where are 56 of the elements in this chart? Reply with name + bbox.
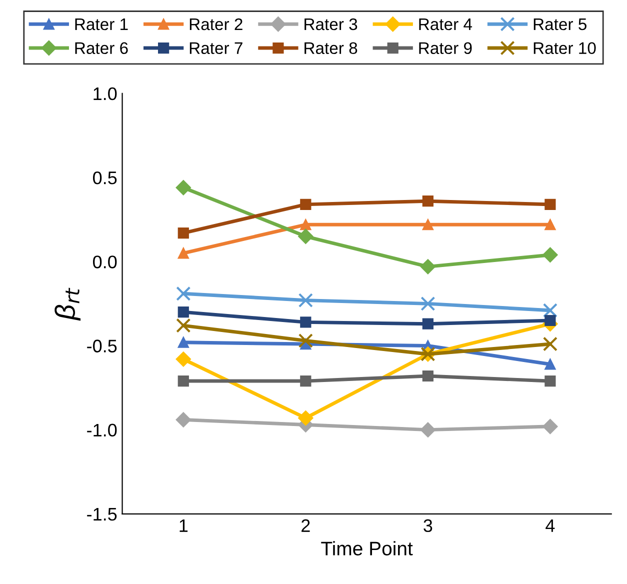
legend-label: Rater 10 (534, 42, 596, 54)
legend-label: Rater 3 (304, 18, 358, 30)
y-tick-label: 0.5 (93, 171, 117, 184)
y-tick-label: 1.0 (94, 87, 117, 100)
x-tick-label: 4 (546, 519, 555, 532)
y-tick-label: -1.5 (87, 508, 117, 521)
point (544, 198, 556, 210)
legend-label: Rater 1 (75, 18, 128, 30)
legend-label: Rater 5 (534, 18, 586, 30)
point (420, 422, 436, 438)
point (176, 286, 191, 301)
point (542, 418, 558, 434)
point (298, 228, 314, 244)
point (542, 336, 558, 352)
point (178, 375, 189, 387)
point (178, 227, 189, 239)
legend-label: Rater 8 (304, 42, 358, 54)
point (176, 352, 191, 367)
point (542, 303, 558, 318)
y-axis-title: β$_{rt}$ (54, 288, 81, 321)
y-tick-label: -1.0 (87, 424, 117, 437)
point (420, 296, 436, 311)
point (300, 316, 312, 328)
point (178, 336, 189, 348)
legend-label: Rater 6 (75, 42, 128, 54)
point (298, 410, 314, 426)
point (422, 219, 434, 230)
point (544, 358, 556, 370)
x-tick-label: 3 (424, 519, 432, 532)
point (178, 306, 189, 318)
point (300, 198, 312, 210)
x-tick-label: 1 (180, 519, 188, 532)
point (178, 248, 189, 259)
point (422, 318, 434, 330)
point (544, 375, 556, 387)
point (298, 333, 313, 348)
legend-label: Rater 4 (419, 18, 472, 30)
point (176, 318, 191, 333)
y-tick-label: 0.0 (93, 256, 117, 268)
point (420, 259, 436, 274)
point (422, 370, 434, 382)
point (176, 180, 191, 196)
point (544, 219, 556, 230)
legend-label: Rater 7 (190, 42, 242, 54)
point (542, 247, 558, 262)
x-axis-title: Time Point (321, 541, 413, 556)
point (300, 375, 312, 387)
legend-label: Rater 2 (190, 18, 242, 30)
y-tick-label: -0.5 (87, 340, 117, 352)
legend-label: Rater 9 (419, 42, 472, 54)
point (298, 293, 313, 308)
point (300, 219, 312, 230)
point (422, 196, 434, 207)
point (544, 314, 556, 326)
point (176, 412, 191, 428)
x-tick-label: 2 (302, 519, 310, 532)
